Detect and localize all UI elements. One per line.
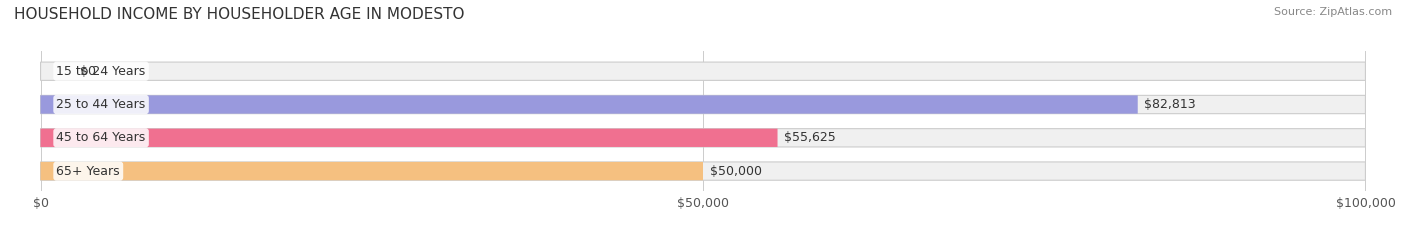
Text: 45 to 64 Years: 45 to 64 Years: [56, 131, 146, 144]
Text: Source: ZipAtlas.com: Source: ZipAtlas.com: [1274, 7, 1392, 17]
FancyBboxPatch shape: [41, 129, 1365, 147]
Text: $55,625: $55,625: [785, 131, 837, 144]
Text: $0: $0: [80, 65, 96, 78]
FancyBboxPatch shape: [41, 95, 1137, 114]
FancyBboxPatch shape: [41, 95, 1365, 114]
Text: 15 to 24 Years: 15 to 24 Years: [56, 65, 146, 78]
Text: HOUSEHOLD INCOME BY HOUSEHOLDER AGE IN MODESTO: HOUSEHOLD INCOME BY HOUSEHOLDER AGE IN M…: [14, 7, 464, 22]
FancyBboxPatch shape: [41, 129, 778, 147]
FancyBboxPatch shape: [41, 162, 703, 180]
Text: $82,813: $82,813: [1144, 98, 1197, 111]
Text: 65+ Years: 65+ Years: [56, 164, 120, 178]
FancyBboxPatch shape: [41, 162, 1365, 180]
Text: 25 to 44 Years: 25 to 44 Years: [56, 98, 146, 111]
FancyBboxPatch shape: [41, 62, 1365, 80]
Text: $50,000: $50,000: [710, 164, 762, 178]
